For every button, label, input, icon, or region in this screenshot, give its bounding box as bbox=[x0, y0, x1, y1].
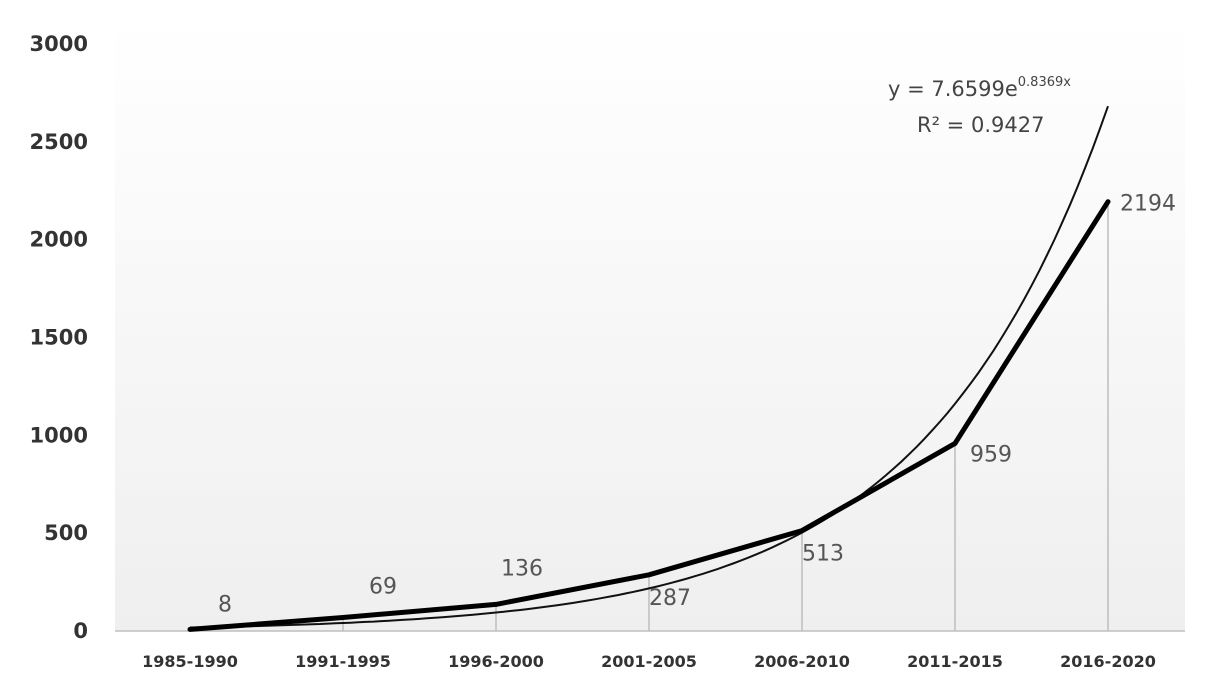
data-label: 69 bbox=[369, 574, 397, 599]
data-label: 513 bbox=[802, 542, 844, 567]
x-tick-label: 2001-2005 bbox=[601, 652, 697, 671]
data-label: 136 bbox=[501, 556, 543, 581]
x-tick-label: 1985-1990 bbox=[142, 652, 238, 671]
y-axis-ticks: 0 500 1000 1500 2000 2500 3000 bbox=[30, 32, 88, 643]
x-tick-label: 1996-2000 bbox=[448, 652, 544, 671]
data-label: 8 bbox=[218, 592, 232, 617]
data-labels: 8 69 136 287 513 959 2194 bbox=[218, 192, 1176, 618]
trendline-equation-exponent: 0.8369x bbox=[1018, 75, 1071, 90]
y-tick-label: 1500 bbox=[30, 326, 88, 350]
y-tick-label: 500 bbox=[44, 521, 88, 545]
trendline-r-squared: R² = 0.9427 bbox=[917, 113, 1044, 137]
drop-lines bbox=[189, 201, 1109, 631]
series-line bbox=[187, 199, 1111, 632]
trendline-equation-base: y = 7.6599e bbox=[888, 77, 1018, 101]
data-label: 287 bbox=[649, 586, 691, 611]
x-tick-label: 2016-2020 bbox=[1060, 652, 1156, 671]
y-tick-label: 2000 bbox=[30, 228, 88, 252]
y-tick-label: 1000 bbox=[30, 423, 88, 447]
x-tick-label: 1991-1995 bbox=[295, 652, 391, 671]
trendline-equation: y = 7.6599e0.8369x bbox=[888, 75, 1071, 101]
x-tick-label: 2011-2015 bbox=[907, 652, 1003, 671]
y-tick-label: 2500 bbox=[30, 130, 88, 154]
plot-background bbox=[115, 18, 1185, 631]
x-axis-ticks: 1985-1990 1991-1995 1996-2000 2001-2005 2006… bbox=[142, 652, 1156, 671]
data-label: 959 bbox=[970, 442, 1012, 467]
y-tick-label: 0 bbox=[73, 619, 88, 643]
trendline bbox=[189, 105, 1109, 629]
x-tick-label: 2006-2010 bbox=[754, 652, 850, 671]
data-label: 2194 bbox=[1120, 192, 1176, 217]
y-tick-label: 3000 bbox=[30, 32, 88, 56]
